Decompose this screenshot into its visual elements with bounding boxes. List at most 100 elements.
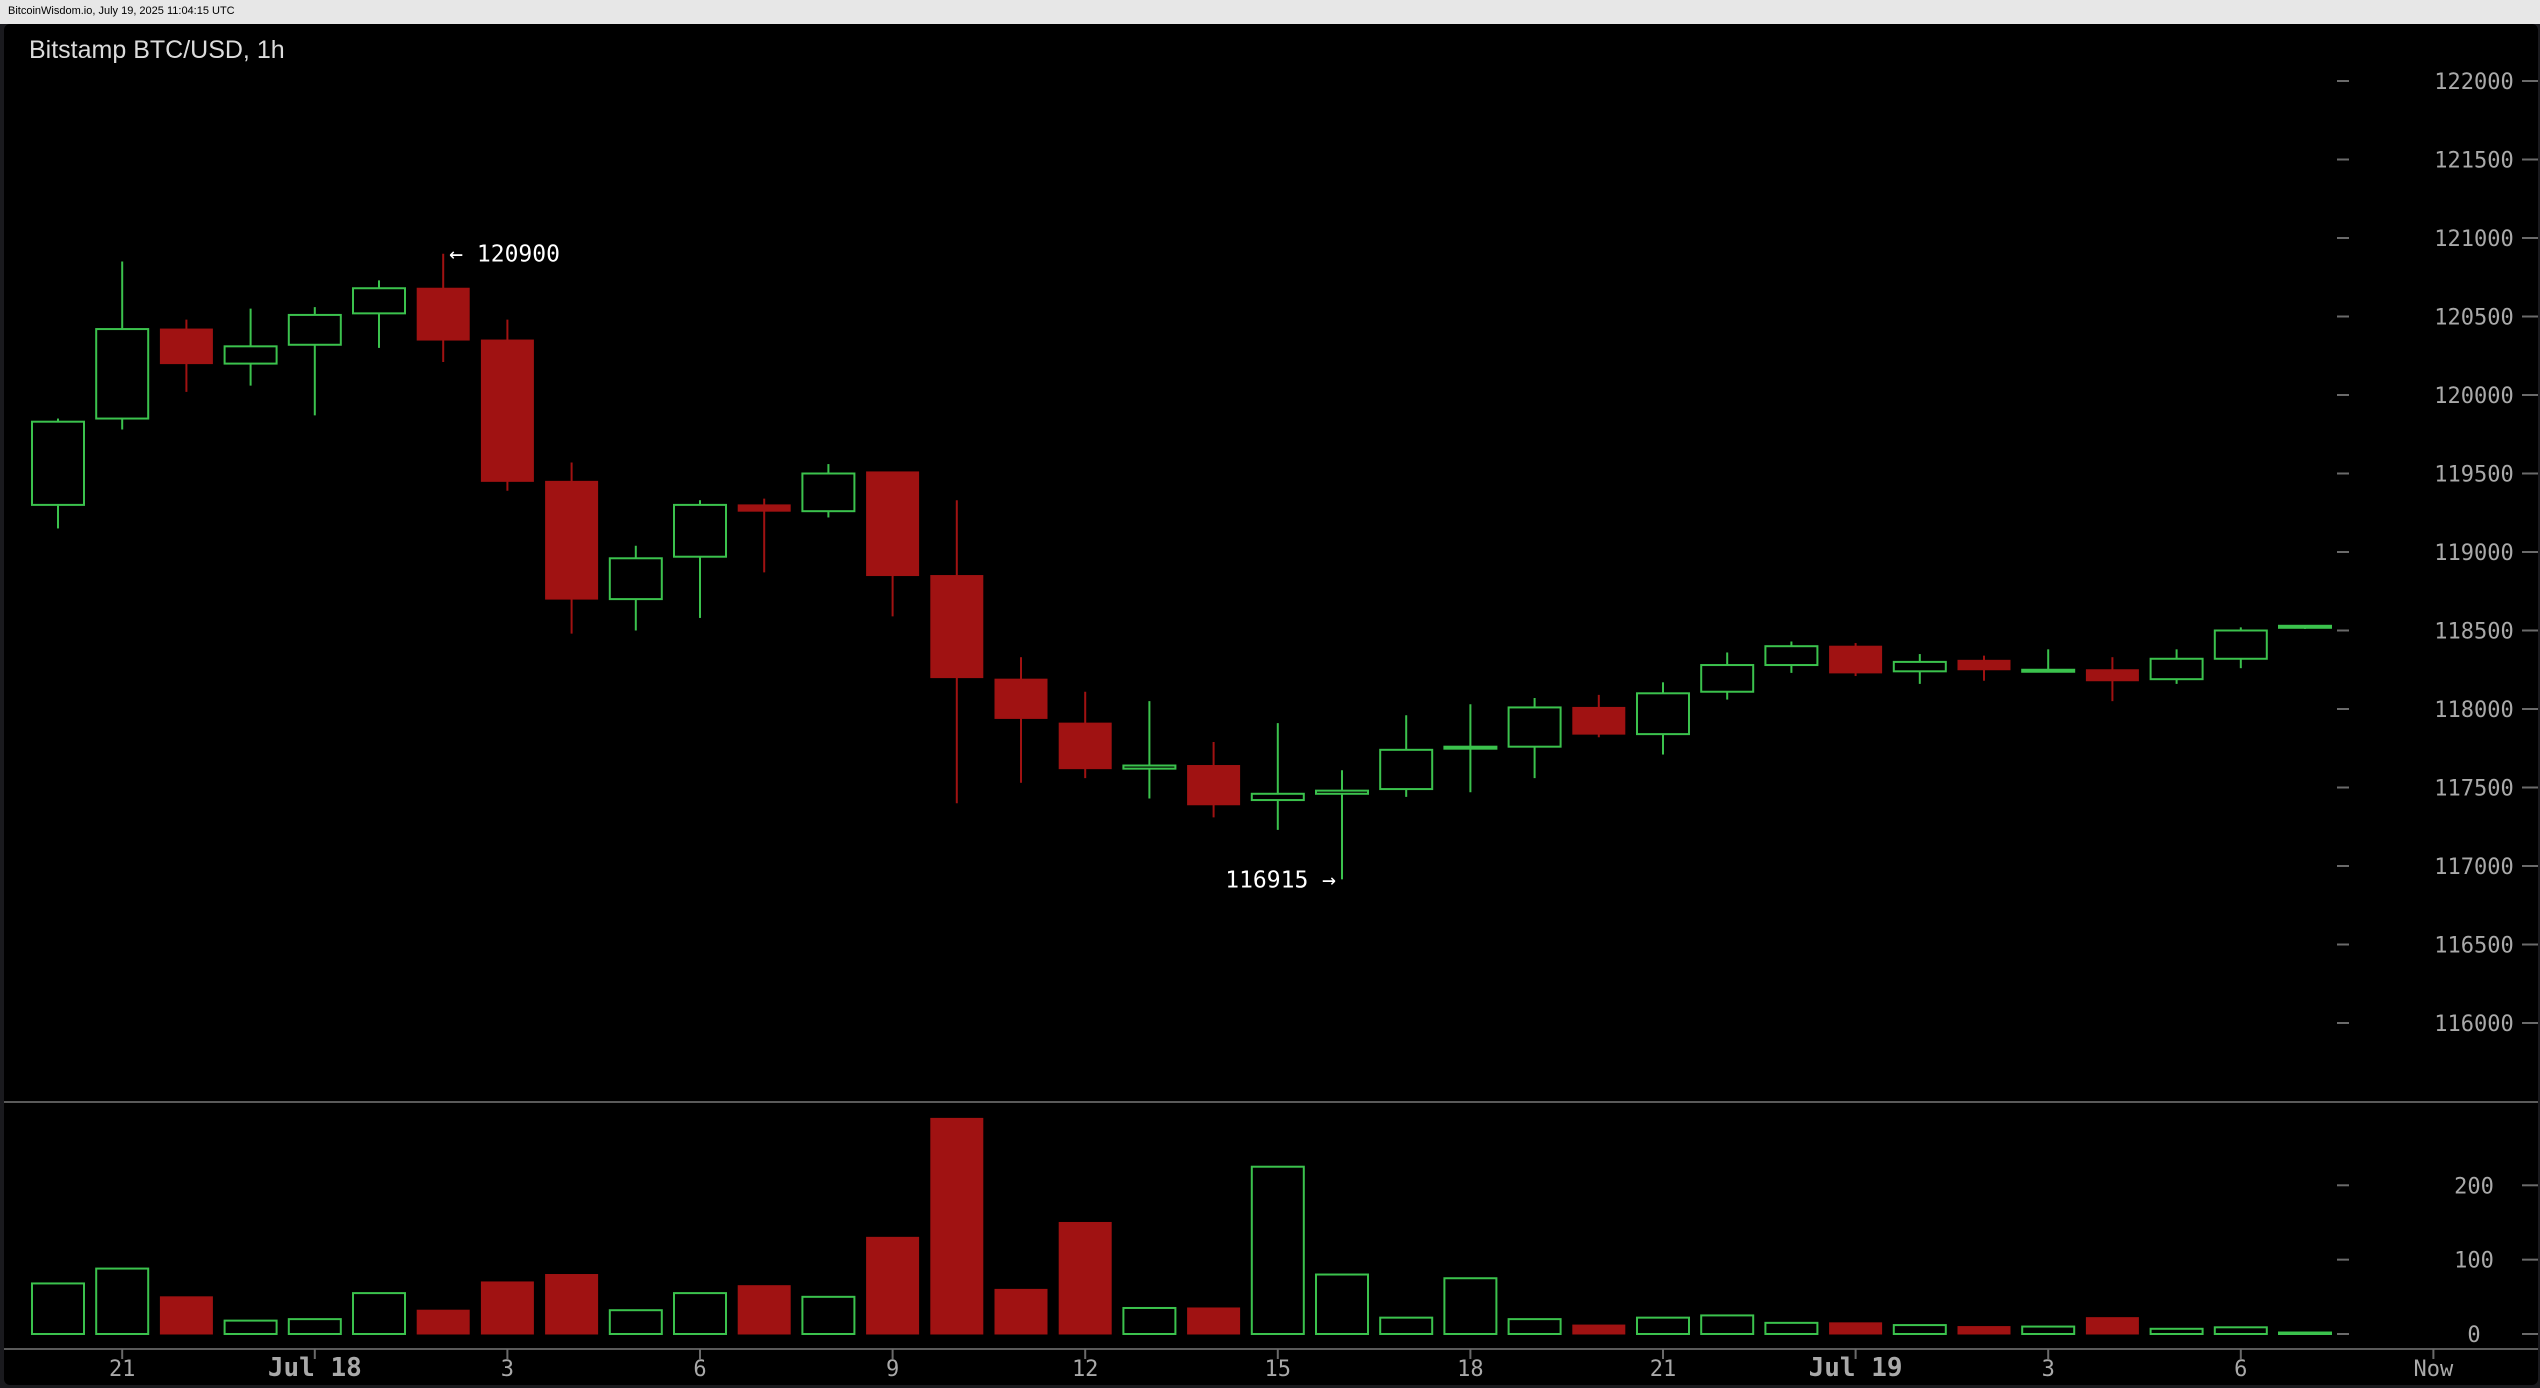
source-timestamp: BitcoinWisdom.io, July 19, 2025 11:04:15… [8,5,235,17]
candle-body-up [95,328,150,420]
volume-bar-up [1122,1306,1177,1336]
price-tick-label: 120500 [2434,306,2513,331]
candle-body-up [1379,748,1434,791]
volume-bar-down [1572,1324,1626,1335]
volume-bar-up [1250,1165,1305,1336]
candle-body-down [159,328,213,365]
volume-tick-label: 100 [2454,1249,2494,1274]
volume-bar-up [608,1309,663,1336]
candle-body-up [287,313,342,346]
candle-body-down [930,575,984,679]
candle-body-up [2213,629,2268,660]
candle-body-up [2278,624,2332,629]
time-tick-label: 21 [1650,1357,1677,1382]
volume-bar-up [1379,1316,1434,1335]
chart-panel[interactable]: 116000 116500 117000 117500 118000 118500 1190… [4,24,2538,1385]
time-tick-label: Jul 18 [268,1353,362,1383]
chart-title: Bitstamp BTC/USD, 1h [29,36,285,64]
price-tick-label: 118000 [2434,698,2513,723]
price-tick-label: 121500 [2434,149,2513,174]
volume-bar-down [1187,1307,1241,1335]
volume-bar-up [352,1292,406,1336]
time-tick-label: 6 [693,1357,706,1382]
candle-body-down [2085,669,2139,682]
candle-body-up [1315,789,1369,795]
volume-bar-up [1507,1318,1562,1336]
candle-body-down [1058,722,1112,770]
volume-bar-up [1764,1321,1819,1336]
candle-body-up [1250,792,1305,802]
candle-body-down [1829,645,1883,674]
price-tick-label: 121000 [2434,227,2513,252]
time-tick-label: Now [2414,1357,2454,1382]
volume-tick-label: 200 [2454,1174,2494,1199]
time-tick-label: Jul 19 [1809,1353,1903,1383]
price-tick-label: 118500 [2434,620,2513,645]
candle-body-up [608,557,663,601]
candle-body-down [1187,765,1241,806]
time-tick-label: 12 [1072,1357,1099,1382]
candlestick-chart[interactable]: 116000 116500 117000 117500 118000 118500 1190… [4,24,2538,1385]
volume-bar-down [1829,1322,1883,1335]
top-info-bar: BitcoinWisdom.io, July 19, 2025 11:04:15… [0,0,2540,24]
volume-bar-down [159,1296,213,1335]
candle-body-up [1700,664,1755,693]
volume-bar-down [737,1285,791,1335]
price-tick-label: 117000 [2434,855,2513,880]
candle-body-up [1443,745,1498,750]
time-tick-label: 15 [1265,1357,1292,1382]
volume-bar-down [1058,1221,1112,1335]
candle-body-down [416,287,470,341]
volume-bar-up [287,1318,342,1336]
candle-body-up [2021,668,2076,673]
volume-bar-down [994,1288,1048,1335]
price-annotation: 116915 → [1225,867,1336,893]
price-tick-label: 117500 [2434,777,2513,802]
volume-bar-up [95,1267,150,1336]
volume-bar-down [545,1274,599,1335]
candle-body-up [2149,657,2204,681]
price-tick-label: 116500 [2434,934,2513,959]
volume-bar-up [801,1295,856,1335]
volume-layer [31,1117,2332,1336]
volume-bar-down [480,1281,534,1335]
price-tick-label: 122000 [2434,70,2513,95]
volume-bar-down [930,1117,984,1335]
candle-body-down [545,480,599,600]
volume-bar-up [31,1282,85,1336]
price-tick-label: 119500 [2434,463,2513,488]
candle-body-up [352,287,406,315]
volume-bar-up [1443,1277,1498,1336]
candle-body-up [223,345,278,365]
candle-body-up [31,420,85,506]
candle-body-up [1764,645,1819,667]
volume-bar-up [1700,1314,1755,1335]
candle-body-up [1636,692,1690,736]
volume-bar-down [866,1236,920,1335]
candle-body-up [1122,764,1177,770]
candle-body-down [1572,706,1626,735]
time-tick-label: 3 [501,1357,514,1382]
volume-bar-up [2213,1326,2268,1335]
volume-bar-down [416,1309,470,1335]
annotations-layer: ← 120900 116915 → [449,242,1336,894]
candle-body-down [866,471,920,577]
price-annotation: ← 120900 [449,242,560,268]
time-tick-label: 18 [1457,1357,1484,1382]
time-tick-label: 21 [109,1357,136,1382]
candle-body-up [801,472,856,513]
candle-body-down [737,504,791,512]
volume-bar-up [1892,1324,1947,1336]
volume-bar-down [2085,1317,2139,1335]
volume-bar-up [2021,1325,2076,1335]
candle-body-up [1507,706,1562,748]
volume-bar-down [1957,1326,2011,1335]
candle-body-up [673,503,727,558]
volume-tick-label: 0 [2467,1323,2480,1348]
volume-bar-up [673,1292,727,1336]
time-tick-label: 3 [2042,1357,2055,1382]
volume-bar-up [1315,1273,1369,1336]
candle-body-down [994,678,1048,719]
volume-bar-up [2278,1331,2332,1335]
axes-layer: 116000 116500 117000 117500 118000 118500 1190… [4,70,2538,1383]
